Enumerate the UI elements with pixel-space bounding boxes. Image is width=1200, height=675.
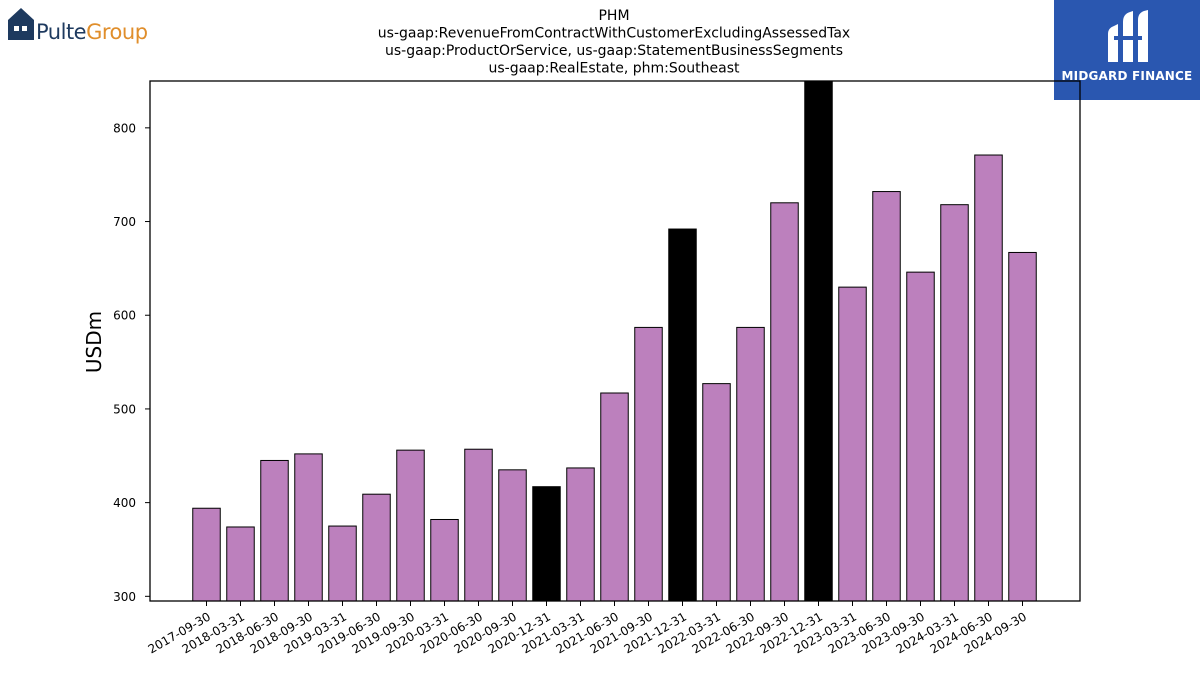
chart-title-line: PHM xyxy=(598,8,629,24)
bar xyxy=(974,154,1003,602)
y-tick-label: 300 xyxy=(113,590,136,604)
chart-title-line: us-gaap:RevenueFromContractWithCustomerE… xyxy=(378,26,850,42)
bar xyxy=(192,507,221,602)
x-axis-ticks: 2017-09-302018-03-312018-06-302018-09-30… xyxy=(146,601,1029,656)
chart-title-line: us-gaap:RealEstate, phm:Southeast xyxy=(488,61,740,77)
y-tick-label: 400 xyxy=(113,496,136,510)
bar xyxy=(736,326,765,602)
bar xyxy=(294,453,323,602)
midgard-emblem-icon xyxy=(1108,10,1148,62)
bar xyxy=(872,191,901,602)
bar xyxy=(770,202,799,602)
chart-title-line: us-gaap:ProductOrService, us-gaap:Statem… xyxy=(385,43,843,59)
bar xyxy=(396,449,425,602)
pultegroup-logo: PulteGroup xyxy=(6,6,156,50)
bar xyxy=(498,469,527,602)
y-tick-label: 500 xyxy=(113,402,136,416)
y-axis-label: USDm xyxy=(82,311,106,373)
bar xyxy=(906,271,935,602)
bar xyxy=(702,383,731,602)
bar xyxy=(260,459,289,602)
bar xyxy=(362,493,391,602)
bar xyxy=(532,486,561,602)
bar xyxy=(804,80,833,602)
y-tick-label: 600 xyxy=(113,309,136,323)
bar xyxy=(634,326,663,602)
bar xyxy=(566,467,595,602)
bar xyxy=(464,448,493,602)
house-icon xyxy=(8,8,34,40)
y-tick-label: 800 xyxy=(113,121,136,135)
logo-text-pulte: Pulte xyxy=(36,20,87,44)
bar xyxy=(1008,251,1037,602)
midgard-logo-text: MIDGARD FINANCE xyxy=(1061,69,1193,83)
y-axis-ticks: 300 400 500 600 700 800 xyxy=(113,121,150,604)
midgard-finance-logo: MIDGARD FINANCE xyxy=(1054,0,1200,100)
bar xyxy=(430,518,459,602)
bar xyxy=(226,526,255,602)
bar xyxy=(668,228,697,602)
bar xyxy=(600,392,629,602)
chart-title: PHM us-gaap:RevenueFromContractWithCustom… xyxy=(378,8,850,77)
bar xyxy=(838,286,867,602)
y-tick-label: 700 xyxy=(113,215,136,229)
bar xyxy=(328,525,357,602)
bars xyxy=(192,80,1037,602)
axes-frame xyxy=(149,80,1081,602)
bar xyxy=(940,204,969,602)
logo-text-group: Group xyxy=(86,20,148,44)
